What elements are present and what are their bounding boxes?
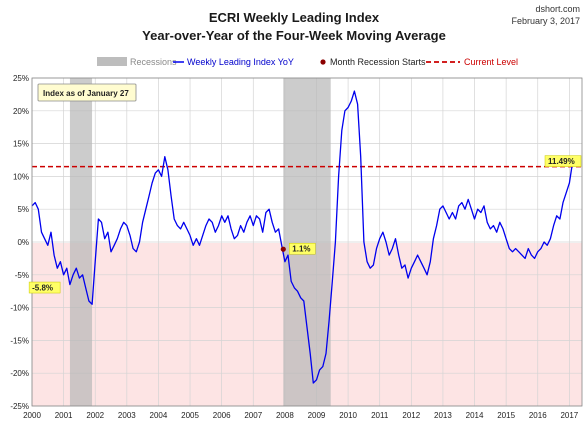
annotation-label: -5.8% [32, 284, 53, 293]
y-tick-label: 20% [13, 107, 29, 116]
x-tick-label: 2015 [497, 411, 515, 420]
x-tick-label: 2013 [434, 411, 452, 420]
note-text: Index as of January 27 [43, 89, 129, 98]
annotation-box [544, 155, 582, 167]
x-tick-label: 2009 [308, 411, 326, 420]
x-tick-label: 2001 [55, 411, 73, 420]
y-tick-label: 10% [13, 172, 29, 181]
legend-label: Weekly Leading Index YoY [187, 57, 294, 67]
recession-start-dot [280, 246, 286, 252]
annotation-label: 11.49% [548, 157, 575, 166]
legend: Recessions Weekly Leading Index YoY Month … [97, 57, 518, 67]
x-tick-label: 2007 [244, 411, 262, 420]
x-axis-ticks: 2000 2001 2002 2003 2004 2005 2006 2007 2008 2009… [23, 411, 579, 420]
plot-area: 25% 20% 15% 10% 5% 0% -5% -10% -15% -20% -25% 2000… [10, 74, 583, 420]
recession-bands [69, 78, 331, 406]
annotation-box [28, 281, 61, 294]
x-tick-label: 2014 [466, 411, 484, 420]
y-tick-label: 25% [13, 74, 29, 83]
x-tick-label: 2010 [339, 411, 357, 420]
y-tick-label: -20% [10, 369, 29, 378]
x-tick-label: 2017 [560, 411, 578, 420]
x-tick-label: 2008 [276, 411, 294, 420]
y-tick-label: -15% [10, 336, 29, 345]
legend-label: Recessions [130, 57, 177, 67]
y-tick-label: 5% [17, 205, 29, 214]
x-tick-label: 2002 [86, 411, 104, 420]
annotations: -5.8% 1.1% 11.49% [28, 155, 582, 294]
x-tick-label: 2004 [150, 411, 168, 420]
y-tick-label: 0% [17, 238, 29, 247]
legend-swatch-recessions [97, 57, 127, 66]
note-box: Index as of January 27 [37, 83, 137, 102]
x-tick-label: 2016 [529, 411, 547, 420]
annotation-box [289, 242, 316, 255]
x-tick-label: 2006 [213, 411, 231, 420]
legend-swatch-dot [320, 59, 326, 65]
chart-title: ECRI Weekly Leading Index [209, 10, 380, 25]
source-site: dshort.com [535, 4, 580, 14]
y-axis-ticks: 25% 20% 15% 10% 5% 0% -5% -10% -15% -20% -25% [10, 74, 29, 411]
legend-label: Current Level [464, 57, 518, 67]
x-tick-label: 2000 [23, 411, 41, 420]
recession-band [283, 78, 331, 406]
x-tick-label: 2005 [181, 411, 199, 420]
y-tick-label: -25% [10, 402, 29, 411]
y-tick-label: 15% [13, 140, 29, 149]
chart-subtitle: Year-over-Year of the Four-Week Moving A… [142, 28, 446, 43]
legend-label: Month Recession Starts [330, 57, 426, 67]
x-tick-label: 2011 [371, 411, 389, 420]
y-tick-label: -5% [15, 271, 29, 280]
source-date: February 3, 2017 [511, 16, 580, 26]
plot-frame [31, 77, 583, 407]
x-tick-label: 2012 [402, 411, 420, 420]
x-tick-label: 2003 [118, 411, 136, 420]
series-weekly-leading-index [31, 90, 573, 384]
y-tick-label: -10% [10, 304, 29, 313]
annotation-label: 1.1% [292, 245, 310, 254]
recession-band [69, 78, 93, 406]
